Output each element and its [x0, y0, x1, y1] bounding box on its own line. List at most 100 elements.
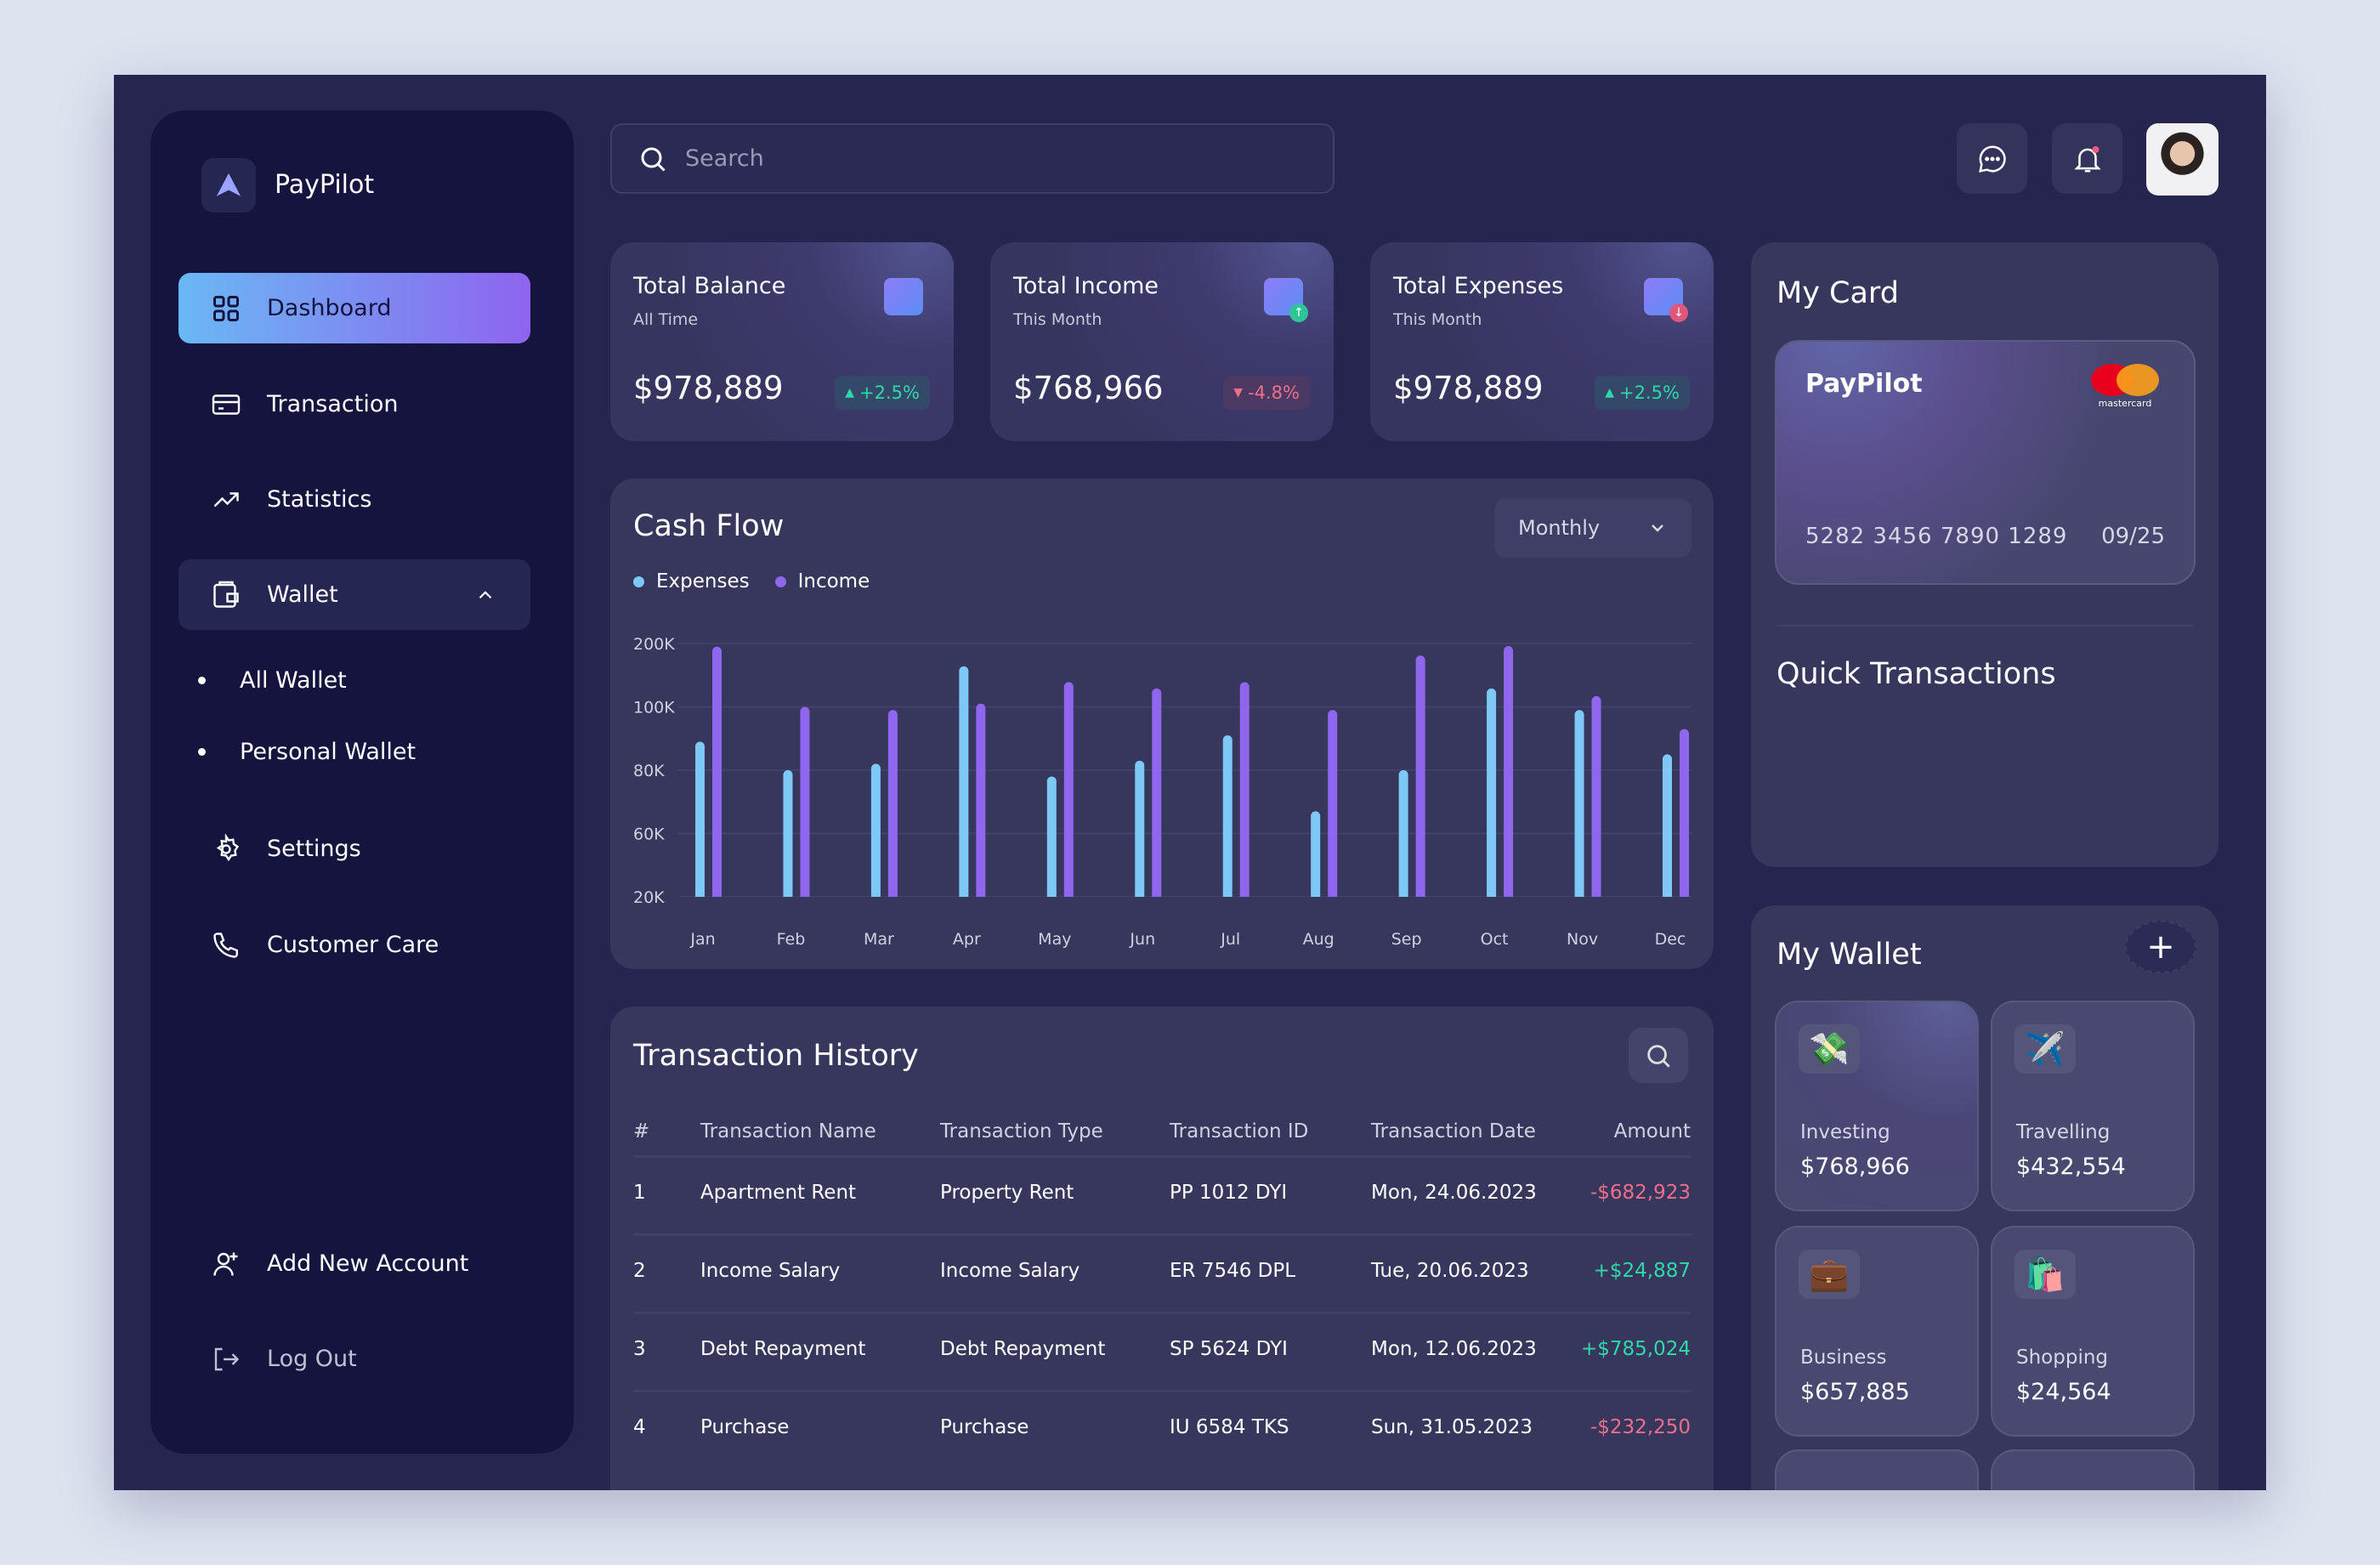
sidebar-item-statistics[interactable]: Statistics: [178, 464, 530, 535]
quick-transactions-title: Quick Transactions: [1776, 657, 2056, 691]
bar-expenses[interactable]: [959, 666, 969, 902]
bar-income[interactable]: [1063, 682, 1074, 902]
table-cell: Sun, 31.05.2023: [1371, 1416, 1533, 1438]
bar-expenses[interactable]: [1574, 710, 1584, 902]
bar-income[interactable]: [1504, 645, 1514, 902]
phone-icon: [213, 932, 238, 958]
bar-expenses[interactable]: [1222, 735, 1232, 902]
bar-income[interactable]: [976, 703, 986, 902]
add-wallet-button[interactable]: +: [2125, 921, 2196, 973]
period-value: Monthly: [1518, 516, 1601, 540]
bar-expenses[interactable]: [1398, 770, 1408, 902]
table-row[interactable]: 2 Income Salary Income Salary ER 7546 DPL Tu…: [633, 1233, 1691, 1312]
sidebar-item-label: Transaction: [267, 391, 399, 417]
app-name: PayPilot: [275, 170, 375, 200]
search-icon: [641, 147, 666, 172]
bar-expenses[interactable]: [1046, 776, 1057, 902]
table-cell: Income Salary: [940, 1260, 1080, 1282]
my-card-title: My Card: [1776, 276, 1899, 310]
shopping-bags-icon: 🛍️: [2014, 1250, 2076, 1299]
x-tick-label: Apr: [953, 930, 981, 949]
stat-card: Total Balance All Time $978,889 ▲ +2.5%: [610, 242, 954, 441]
column-header: Amount: [1613, 1120, 1691, 1143]
bar-expenses[interactable]: [1135, 760, 1145, 902]
change-badge: ▲ +2.5%: [1595, 376, 1690, 410]
y-tick-label: 20K: [633, 888, 665, 907]
column-header: #: [633, 1120, 650, 1143]
table-cell: ER 7546 DPL: [1170, 1260, 1296, 1282]
mastercard-logo: mastercard: [2089, 364, 2161, 415]
sidebar-item-settings[interactable]: Settings: [178, 814, 530, 884]
bar-income[interactable]: [800, 706, 810, 903]
x-tick-label: Dec: [1655, 930, 1686, 949]
wallet-card-shopping[interactable]: 🛍️ Shopping $24,564: [1991, 1226, 2195, 1437]
bar-expenses[interactable]: [783, 770, 793, 902]
table-cell: Debt Repayment: [700, 1338, 866, 1360]
card-brand: PayPilot: [1805, 369, 1923, 399]
logout-button[interactable]: Log Out: [178, 1324, 530, 1394]
history-search-button[interactable]: [1629, 1028, 1688, 1083]
user-avatar[interactable]: [2146, 123, 2218, 196]
bar-income[interactable]: [712, 646, 722, 902]
triangle-down-icon: ▼: [1233, 386, 1244, 400]
wallet-card[interactable]: [1775, 1449, 1979, 1490]
table-cell: -$232,250: [1590, 1416, 1691, 1438]
card-number: 5282 3456 7890 1289: [1805, 524, 2068, 549]
table-cell: Mon, 24.06.2023: [1371, 1182, 1537, 1204]
wallet-amount: $24,564: [2016, 1379, 2111, 1405]
notifications-button[interactable]: [2052, 123, 2122, 194]
bar-income[interactable]: [1239, 682, 1250, 902]
bar-income[interactable]: [1680, 729, 1689, 902]
stat-card: Total Expenses This Month ↓ $978,889 ▲ +2…: [1370, 242, 1714, 441]
wallet-icon: [884, 278, 923, 315]
bar-expenses[interactable]: [870, 763, 881, 902]
card-expiry: 09/25: [2101, 524, 2165, 549]
subitem-label: Personal Wallet: [240, 739, 416, 765]
bar-income[interactable]: [1591, 695, 1601, 902]
add-account-label: Add New Account: [267, 1250, 469, 1277]
sidebar-item-customer-care[interactable]: Customer Care: [178, 910, 530, 980]
sidebar-item-wallet[interactable]: Wallet: [178, 559, 530, 630]
messages-button[interactable]: [1957, 123, 2027, 194]
column-header: Transaction Date: [1371, 1120, 1536, 1143]
payment-card[interactable]: PayPilot mastercard 5282 3456 7890 1289 …: [1775, 340, 2196, 585]
x-tick-label: Feb: [777, 930, 806, 949]
sidebar-item-transaction[interactable]: Transaction: [178, 369, 530, 439]
y-tick-label: 100K: [633, 699, 675, 717]
bar-expenses[interactable]: [1487, 688, 1497, 902]
search-input[interactable]: Search: [610, 123, 1334, 194]
money-icon: ↑: [1264, 278, 1308, 322]
briefcase-icon: 💼: [1799, 1250, 1860, 1299]
x-tick-label: Mar: [864, 930, 894, 949]
table-row[interactable]: 3 Debt Repayment Debt Repayment SP 5624 DYI…: [633, 1312, 1691, 1390]
bar-income[interactable]: [1152, 688, 1162, 902]
chat-icon: [1978, 145, 2006, 173]
table-row[interactable]: 1 Apartment Rent Property Rent PP 1012 DYI M…: [633, 1155, 1691, 1233]
money-wings-icon: 💸: [1799, 1024, 1860, 1074]
bar-expenses[interactable]: [695, 741, 705, 902]
add-account-button[interactable]: Add New Account: [178, 1228, 530, 1299]
table-cell: -$682,923: [1590, 1182, 1691, 1204]
bar-expenses[interactable]: [1663, 754, 1672, 902]
wallet-card-investing[interactable]: 💸 Investing $768,966: [1775, 1001, 1979, 1211]
bar-income[interactable]: [887, 710, 898, 902]
wallet-card-travelling[interactable]: ✈️ Travelling $432,554: [1991, 1001, 2195, 1211]
bar-income[interactable]: [1415, 655, 1425, 902]
sidebar-item-label: Dashboard: [267, 295, 392, 321]
table-cell: 1: [633, 1182, 646, 1204]
wallet-label: Investing: [1800, 1121, 1890, 1143]
wallet-card[interactable]: [1991, 1449, 2195, 1490]
column-header: Transaction ID: [1170, 1120, 1309, 1143]
period-dropdown[interactable]: Monthly: [1494, 498, 1692, 558]
change-value: +2.5%: [859, 383, 920, 403]
sidebar-item-label: Wallet: [267, 581, 338, 608]
wallet-amount: $432,554: [2016, 1154, 2126, 1180]
sidebar-subitem-personal-wallet[interactable]: Personal Wallet: [198, 739, 416, 765]
bar-income[interactable]: [1328, 710, 1338, 902]
sidebar-item-dashboard[interactable]: Dashboard: [178, 273, 530, 343]
sidebar-subitem-all-wallet[interactable]: All Wallet: [198, 667, 347, 694]
table-row[interactable]: 4 Purchase Purchase IU 6584 TKS Sun, 31.05.2…: [633, 1390, 1691, 1468]
x-tick-label: Oct: [1481, 930, 1509, 949]
wallet-card-business[interactable]: 💼 Business $657,885: [1775, 1226, 1979, 1437]
bar-expenses[interactable]: [1311, 811, 1321, 902]
